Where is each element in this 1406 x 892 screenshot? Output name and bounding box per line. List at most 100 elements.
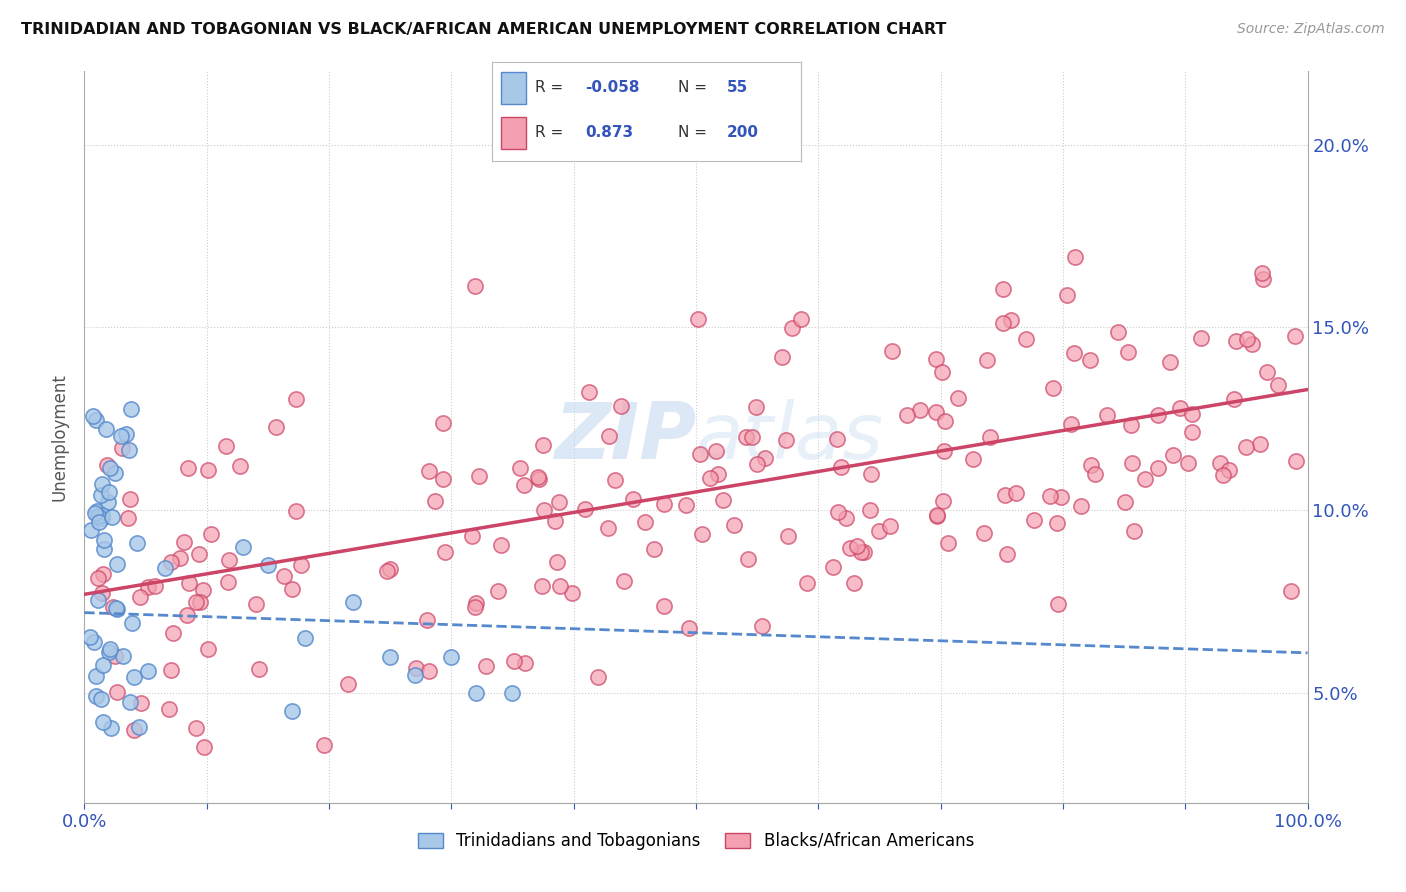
Point [98, 642, 121, 657]
Point [90, 488, 112, 502]
Point [546, 556, 568, 570]
Point [1022, 513, 1045, 527]
Text: 200: 200 [727, 125, 759, 140]
Point [245, 597, 267, 611]
Text: 55: 55 [727, 80, 748, 95]
Point [285, 504, 308, 518]
Point [128, 590, 150, 604]
Point [1015, 332, 1038, 346]
Point [432, 472, 454, 486]
Point [603, 473, 626, 487]
Point [1095, 408, 1118, 422]
Point [97, 495, 120, 509]
Text: R =: R = [536, 125, 564, 140]
Point [1056, 288, 1078, 302]
Point [90, 691, 112, 706]
Point [711, 493, 734, 508]
Point [1084, 467, 1107, 481]
Point [1212, 467, 1234, 482]
Point [533, 503, 555, 517]
Point [169, 551, 191, 566]
Point [188, 595, 211, 609]
Point [1042, 381, 1064, 395]
Point [127, 535, 149, 549]
Point [111, 441, 134, 455]
Point [84, 669, 107, 683]
Point [405, 660, 427, 674]
Point [121, 615, 143, 630]
Point [827, 505, 849, 519]
Point [936, 535, 959, 549]
Text: TRINIDADIAN AND TOBAGONIAN VS BLACK/AFRICAN AMERICAN UNEMPLOYMENT CORRELATION CH: TRINIDADIAN AND TOBAGONIAN VS BLACK/AFRI… [21, 22, 946, 37]
Point [117, 510, 139, 524]
Point [652, 599, 675, 614]
Point [851, 545, 873, 559]
Point [513, 656, 536, 670]
Point [380, 561, 402, 575]
Point [868, 524, 890, 539]
Point [1218, 462, 1240, 476]
Point [176, 607, 198, 622]
Point [464, 279, 486, 293]
Point [120, 695, 142, 709]
Point [229, 458, 252, 473]
Point [98, 461, 121, 475]
Point [418, 464, 440, 478]
Point [704, 443, 727, 458]
Point [1060, 417, 1083, 432]
Point [380, 649, 402, 664]
Point [416, 613, 439, 627]
Point [853, 545, 876, 559]
Point [860, 467, 883, 482]
Point [598, 429, 620, 443]
Point [1241, 337, 1264, 351]
Point [979, 430, 1001, 444]
Point [432, 416, 454, 430]
Point [1039, 489, 1062, 503]
Point [1146, 460, 1168, 475]
Point [925, 508, 948, 522]
Point [290, 558, 312, 572]
Point [84, 506, 107, 520]
Point [294, 632, 316, 646]
Point [1133, 473, 1156, 487]
Point [775, 433, 797, 447]
Point [1285, 454, 1308, 468]
Point [1223, 392, 1246, 407]
Point [586, 670, 609, 684]
Point [502, 686, 524, 700]
Point [105, 685, 128, 699]
Point [621, 491, 644, 506]
Point [82, 409, 104, 423]
Point [215, 439, 238, 453]
Point [1225, 334, 1247, 348]
Point [934, 415, 956, 429]
Point [232, 540, 254, 554]
Text: N =: N = [678, 125, 707, 140]
Point [1119, 417, 1142, 432]
Point [821, 560, 844, 574]
Point [973, 525, 995, 540]
Point [122, 670, 145, 684]
Point [1181, 425, 1204, 439]
Point [1168, 401, 1191, 415]
Point [418, 664, 440, 678]
Point [153, 560, 176, 574]
Point [1005, 485, 1028, 500]
Point [281, 705, 304, 719]
Point [835, 510, 858, 524]
Point [924, 352, 946, 367]
Point [991, 317, 1014, 331]
Point [502, 654, 524, 668]
Point [838, 541, 860, 556]
Point [686, 312, 709, 326]
Point [995, 547, 1018, 561]
Point [136, 580, 159, 594]
Point [404, 667, 426, 681]
Point [105, 558, 128, 572]
Point [734, 430, 756, 444]
Point [118, 491, 141, 506]
Point [91, 714, 114, 729]
Point [770, 351, 793, 365]
Point [80, 523, 103, 537]
